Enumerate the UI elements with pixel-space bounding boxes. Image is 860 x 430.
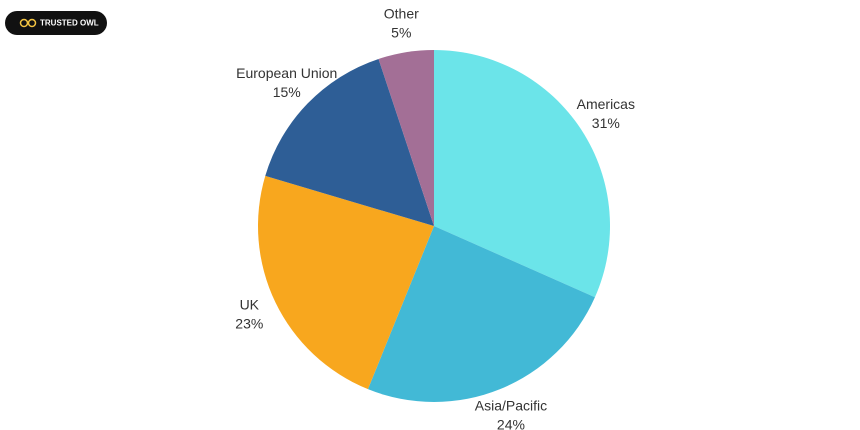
pie-slice xyxy=(265,58,434,227)
pie-slice xyxy=(434,50,611,298)
pie-slice xyxy=(257,175,434,390)
slice-label: Other xyxy=(384,5,419,21)
slice-label: European Union xyxy=(236,65,337,81)
slice-value-label: 31% xyxy=(592,115,620,131)
pie-slice xyxy=(367,226,595,403)
slice-value-label: 23% xyxy=(235,316,263,332)
slice-label: UK xyxy=(240,297,260,313)
slice-value-label: 24% xyxy=(497,417,525,430)
slice-label: Americas xyxy=(577,96,635,112)
badge-text: TRUSTED OWL xyxy=(40,19,99,28)
slice-label: Asia/Pacific xyxy=(475,398,547,414)
slice-value-label: 15% xyxy=(273,84,301,100)
slice-value-label: 5% xyxy=(391,24,411,40)
badge xyxy=(5,11,107,35)
pie-slice xyxy=(378,50,434,226)
owl-icon xyxy=(19,18,37,28)
